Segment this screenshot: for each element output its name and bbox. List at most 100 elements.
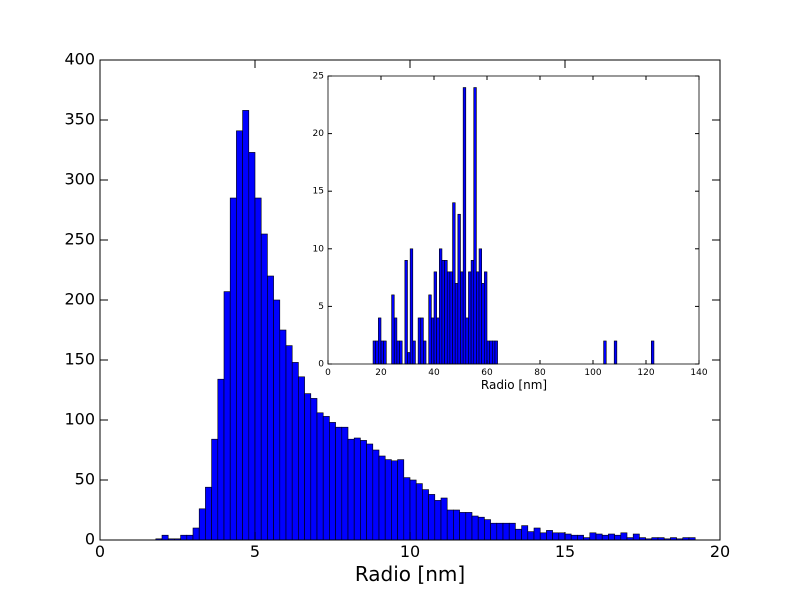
main-bar — [329, 422, 336, 541]
main-bar — [595, 533, 603, 541]
inset-bar — [412, 340, 416, 365]
inset-bar — [391, 294, 395, 365]
inset-bar — [476, 271, 480, 365]
inset-bar — [407, 352, 411, 365]
main-bar — [316, 412, 324, 541]
main-y-tick-label: 100 — [64, 410, 95, 429]
main-bar — [242, 110, 250, 541]
main-bar — [564, 533, 572, 541]
inset-bar — [468, 271, 472, 365]
inset-bar — [378, 317, 382, 365]
main-bar — [601, 534, 609, 541]
inset-bar — [613, 340, 618, 365]
main-bar — [304, 393, 312, 541]
main-bar — [589, 532, 597, 541]
main-bar — [397, 459, 405, 541]
main-y-tick-label: 150 — [64, 350, 95, 369]
inset-y-tick-label: 10 — [313, 244, 325, 254]
main-bar — [428, 494, 436, 541]
main-bar — [347, 438, 355, 541]
inset-y-tick-label: 25 — [313, 72, 324, 82]
inset-x-axis-title: Radio [nm] — [481, 378, 547, 392]
main-bar — [192, 527, 200, 541]
main-bar — [552, 532, 560, 541]
main-bar — [279, 329, 287, 541]
inset-ticks-group: 0 20 40 60 80 100 120 140 0 5 10 15 20 25 — [313, 72, 708, 379]
main-bar — [366, 443, 374, 541]
main-bar — [260, 233, 268, 541]
inset-bar — [436, 317, 440, 365]
main-bar — [341, 426, 349, 541]
main-bar — [539, 532, 547, 541]
main-y-tick-label: 300 — [64, 170, 95, 189]
main-bar — [205, 486, 212, 541]
main-bar — [229, 197, 237, 541]
inset-bar — [481, 283, 485, 365]
inset-bar — [444, 260, 448, 365]
main-bar — [403, 477, 411, 541]
main-y-tick-label: 0 — [85, 530, 95, 549]
main-bar — [434, 500, 442, 541]
main-bar — [496, 522, 504, 541]
main-bar — [291, 362, 299, 541]
main-bar — [372, 449, 380, 541]
inset-bar — [489, 340, 493, 365]
main-bar — [490, 522, 498, 541]
main-bar — [254, 197, 262, 541]
inset-x-tick-label: 100 — [584, 368, 601, 378]
inset-bar — [484, 271, 488, 365]
main-bar — [508, 522, 516, 541]
main-bar — [378, 455, 386, 541]
main-y-tick-label: 250 — [64, 230, 95, 249]
main-bar — [285, 345, 293, 541]
inset-x-tick-label: 40 — [428, 368, 440, 378]
inset-plot-frame — [327, 75, 700, 365]
main-bar — [360, 440, 367, 541]
inset-bar — [478, 248, 482, 365]
main-bar — [198, 508, 206, 541]
main-bar — [310, 398, 318, 541]
main-bar — [217, 378, 225, 541]
inset-x-tick-label: 80 — [534, 368, 546, 378]
inset-bar — [441, 260, 445, 365]
main-bar — [440, 497, 448, 541]
inset-bar — [417, 317, 422, 365]
main-bar — [608, 533, 615, 541]
inset-y-tick-label: 0 — [318, 360, 324, 370]
main-bar — [273, 299, 281, 541]
main-bar — [446, 509, 454, 541]
main-bar — [546, 530, 553, 541]
main-bar — [422, 489, 429, 541]
inset-x-tick-label: 60 — [481, 368, 493, 378]
main-bar — [521, 525, 529, 541]
main-bar — [223, 291, 231, 541]
inset-bar — [465, 317, 469, 365]
inset-bar — [383, 340, 387, 365]
main-bar — [477, 516, 485, 541]
main-bar — [180, 534, 188, 541]
main-bar — [515, 528, 522, 541]
main-x-tick-label: 5 — [250, 542, 260, 561]
inset-bar — [462, 87, 467, 365]
main-bar — [632, 533, 640, 541]
inset-bar — [372, 340, 376, 365]
main-bar — [322, 416, 330, 541]
main-bar — [465, 512, 473, 541]
inset-bar — [375, 340, 379, 365]
main-bar — [248, 152, 256, 541]
main-bar — [236, 130, 243, 541]
inset-bar — [433, 271, 437, 365]
inset-bar — [409, 248, 414, 365]
inset-bar — [438, 248, 443, 365]
main-bar — [570, 534, 578, 541]
main-bar — [335, 426, 343, 541]
inset-x-tick-label: 120 — [637, 368, 654, 378]
inset-bar — [603, 340, 607, 365]
main-bar — [211, 438, 219, 541]
main-bar — [391, 460, 398, 541]
inset-x-tick-label: 20 — [375, 368, 387, 378]
inset-bar — [494, 340, 498, 365]
inset-bar — [431, 317, 435, 365]
